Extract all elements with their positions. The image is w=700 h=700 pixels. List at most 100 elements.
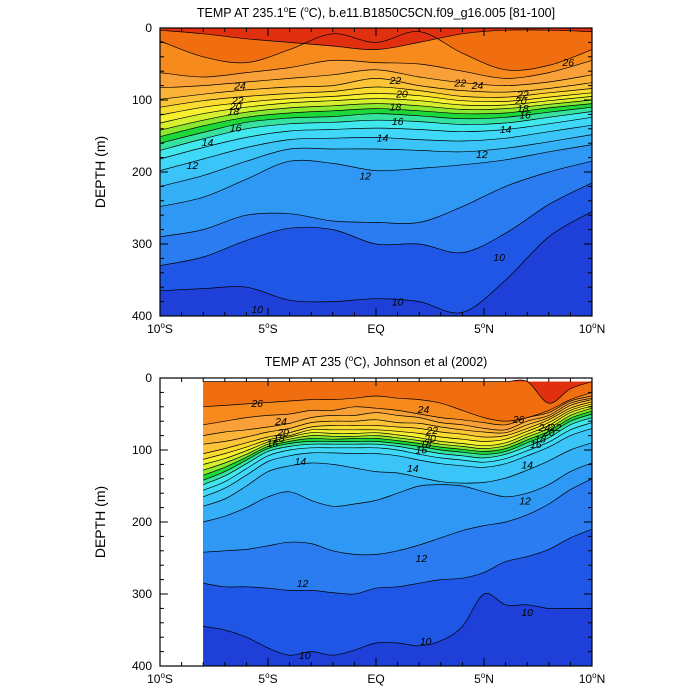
isotherm-16 (203, 417, 593, 485)
y-tick-label: 300 (132, 587, 152, 601)
contour-fill-26 (203, 381, 592, 422)
isotherm-10 (159, 182, 593, 266)
isotherm-13 (159, 134, 593, 187)
contour-label: 10 (251, 304, 263, 316)
contour-label: 24 (471, 80, 484, 92)
isotherm-20 (203, 405, 593, 465)
isotherm-22 (159, 86, 593, 108)
isotherm-20 (159, 96, 593, 124)
contour-label: 16 (530, 439, 542, 451)
contour-label: 26 (561, 57, 574, 69)
isotherm-25 (159, 59, 593, 79)
contour-label: 18 (534, 433, 546, 445)
contour-label: 16 (266, 438, 278, 450)
contour-fills (160, 28, 592, 316)
contour-label: 20 (395, 89, 408, 101)
contour-label: 18 (390, 101, 402, 113)
contour-label: 26 (250, 398, 263, 410)
contour-label: 12 (476, 149, 488, 161)
contour-label: 26 (512, 414, 525, 426)
contour-label: 14 (202, 137, 214, 149)
y-tick-label: 400 (132, 659, 152, 673)
y-tick-label: 300 (132, 237, 152, 251)
contour-label: 22 (516, 89, 529, 101)
isotherm-19 (159, 99, 593, 131)
isotherm-17 (203, 413, 593, 481)
contour-label: 24 (274, 416, 287, 428)
isotherm-23 (203, 399, 593, 445)
isotherm-26 (159, 31, 593, 71)
x-tick-label: 5oS (258, 321, 277, 336)
contour-label: 24 (417, 404, 430, 416)
contour-label: 10 (493, 252, 505, 264)
isotherm-18 (203, 410, 593, 476)
contour-label: 20 (514, 96, 527, 108)
isotherm-24 (203, 397, 593, 436)
x-tick-label: 10oN (579, 321, 605, 336)
contour-lines (159, 29, 593, 314)
y-tick-label: 0 (145, 371, 152, 385)
contour-label: 22 (425, 425, 438, 437)
contour-label: 10 (521, 607, 533, 619)
contour-label: 10 (299, 650, 311, 662)
contour-label: 12 (519, 495, 531, 507)
isotherm-27 (159, 29, 593, 51)
contour-label: 14 (295, 456, 307, 468)
y-tick-label: 200 (132, 165, 152, 179)
contour-label: 22 (548, 422, 561, 434)
panel-title: TEMP AT 235.1oE (oC), b.e11.B1850C5CN.f0… (197, 5, 555, 20)
contour-label: 12 (359, 171, 371, 183)
contour-label: 18 (517, 103, 529, 115)
contour-label: 12 (297, 578, 309, 590)
contour-label: 16 (519, 109, 531, 121)
y-tick-label: 100 (132, 93, 152, 107)
y-tick-label: 200 (132, 515, 152, 529)
contour-label: 20 (542, 427, 555, 439)
isotherm-18 (159, 103, 593, 138)
contour-label: 14 (377, 132, 389, 144)
isotherm-19 (203, 407, 593, 471)
plot-frame (159, 27, 593, 317)
contour-label: 20 (423, 433, 436, 445)
contour-label: 22 (389, 75, 402, 87)
panel-title: TEMP AT 235 (oC), Johnson et al (2002) (265, 354, 488, 369)
contour-label: 12 (416, 553, 428, 565)
isotherm-17 (159, 106, 593, 144)
y-tick-label: 0 (145, 21, 152, 35)
contour-label: 14 (407, 463, 419, 475)
y-axis-label: DEPTH (m) (92, 486, 108, 558)
contour-label: 22 (453, 78, 466, 90)
contour-fills (203, 380, 592, 666)
isotherm-12 (159, 144, 593, 207)
y-tick-label: 100 (132, 443, 152, 457)
isotherm-9 (203, 593, 592, 656)
isotherm-14 (203, 428, 593, 498)
contour-label: 18 (228, 106, 240, 118)
contour-label: 20 (276, 427, 289, 439)
contour-label: 22 (231, 95, 244, 107)
contour-label: 16 (392, 116, 404, 128)
contour-label: 18 (273, 433, 285, 445)
x-tick-label: 10oS (147, 671, 173, 686)
x-tick-label: 10oS (147, 321, 173, 336)
isotherm-11 (203, 478, 593, 556)
contour-label: 20 (229, 101, 242, 113)
panel-model: TEMP AT 235.1oE (oC), b.e11.B1850C5CN.f0… (92, 5, 605, 336)
isotherm-14 (159, 124, 593, 171)
plot-frame (159, 377, 593, 667)
isotherm-11 (159, 160, 593, 238)
x-tick-label: 5oN (474, 321, 494, 336)
isotherm-21 (203, 403, 593, 460)
isotherm-9 (159, 211, 593, 314)
contour-label: 24 (538, 422, 551, 434)
contour-label: 18 (420, 439, 432, 451)
contour-fill-27 (203, 380, 592, 404)
contour-label: 24 (233, 81, 246, 93)
y-tick-label: 400 (132, 309, 152, 323)
x-tick-label: EQ (367, 322, 384, 336)
isotherm-15 (159, 116, 593, 160)
